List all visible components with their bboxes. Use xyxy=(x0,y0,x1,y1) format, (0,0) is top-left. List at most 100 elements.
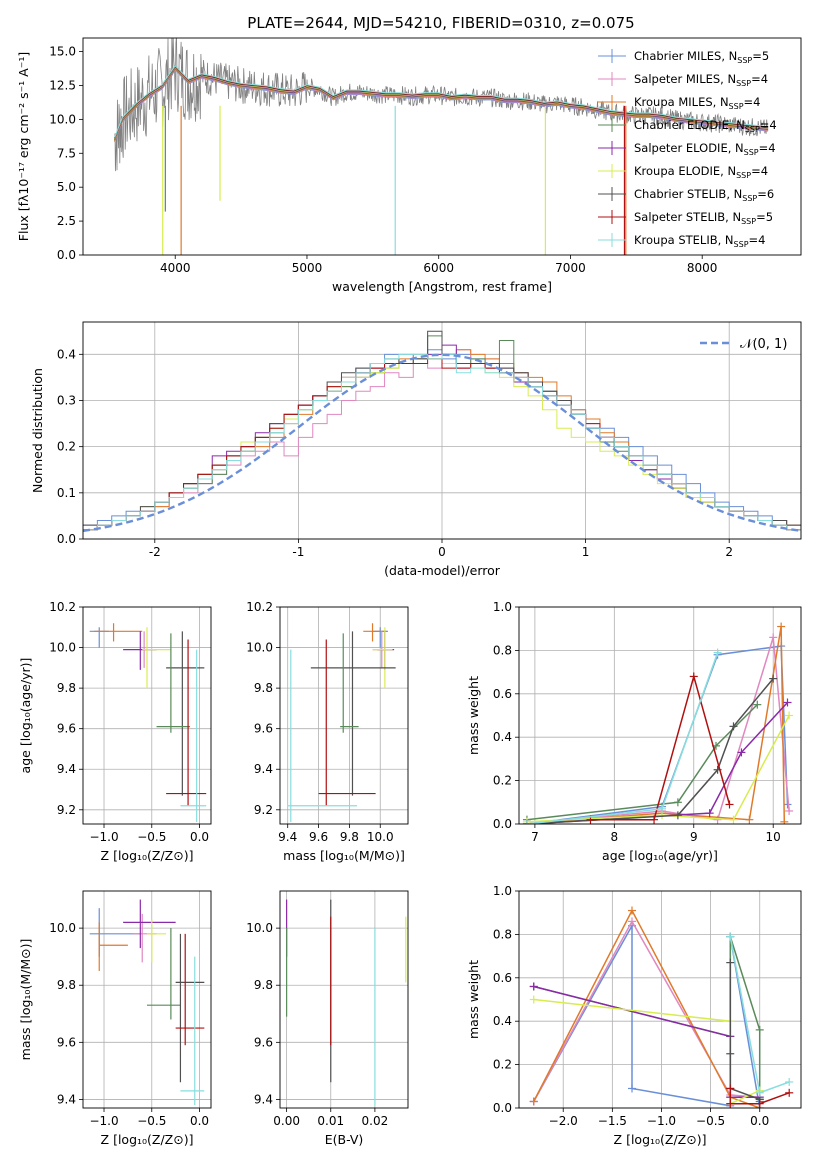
weight-line-kroupa-miles xyxy=(533,908,760,1108)
x-tick-label: -2 xyxy=(149,545,161,559)
x-tick-label: 0.0 xyxy=(190,830,209,844)
legend-label: Kroupa ELODIE, NSSP=4 xyxy=(634,164,768,180)
gaussian-curve xyxy=(83,353,801,533)
x-tick-label: −1.0 xyxy=(89,1114,118,1128)
legend-label-sub: SSP xyxy=(737,56,752,65)
y-axis-label: mass [log₁₀(M/M⊙)] xyxy=(18,939,33,1061)
weight-line-salpeter-miles xyxy=(533,919,760,1102)
y-axis-label: age [log₁₀(age/yr)] xyxy=(18,658,33,774)
y-tick-label: 0.4 xyxy=(493,1014,512,1028)
legend-label: Kroupa MILES, NSSP=4 xyxy=(634,95,760,111)
x-tick-label: 0.0 xyxy=(190,1114,209,1128)
y-tick-label: 0.6 xyxy=(493,971,512,985)
y-tick-label: 9.8 xyxy=(57,978,76,992)
plot-area xyxy=(83,330,801,539)
weight-vs-age-panel: 7 8 9 10 0.0 0.2 0.4 0.6 0.8 1.0 age [log₁₀(age/yr… xyxy=(466,600,802,863)
model-line-kroupa-stelib xyxy=(114,64,769,138)
axes-frame xyxy=(82,606,212,825)
y-tick-label: 0.2 xyxy=(57,440,76,454)
y-tick-label: 0.2 xyxy=(493,774,512,788)
x-tick-label: −0.5 xyxy=(696,1114,725,1128)
legend-label-tail: =4 xyxy=(751,164,768,178)
axes-frame xyxy=(279,890,409,1109)
plot-area xyxy=(114,38,769,255)
x-tick-label: 5000 xyxy=(292,261,323,275)
x-tick-label: 0.0 xyxy=(750,1114,769,1128)
y-tick-label: 0.0 xyxy=(493,817,512,831)
x-axis-label: Z [log₁₀(Z/Z⊙)] xyxy=(614,1132,707,1147)
axes-frame xyxy=(518,890,802,1109)
y-tick-label: 9.4 xyxy=(254,1092,273,1106)
x-tick-label: −1.5 xyxy=(598,1114,627,1128)
y-tick-label: 0.0 xyxy=(493,1101,512,1115)
plot-area xyxy=(89,623,207,822)
y-tick-label: 9.6 xyxy=(254,722,273,736)
y-tick-label: 7.5 xyxy=(57,146,76,160)
plot-area xyxy=(89,899,205,1106)
plot-area xyxy=(522,622,794,824)
axes-frame xyxy=(82,321,802,540)
y-tick-label: 10.0 xyxy=(49,112,76,126)
x-tick-label: 8000 xyxy=(687,261,718,275)
y-tick-label: 10.2 xyxy=(246,600,273,614)
model-line-salpeter-elodie xyxy=(114,66,769,140)
legend-label: Salpeter MILES, NSSP=4 xyxy=(634,72,768,88)
legend: Chabrier MILES, NSSP=5 Salpeter MILES, NS… xyxy=(598,49,777,249)
legend-label-sub: SSP xyxy=(742,194,757,203)
axes-frame xyxy=(279,606,409,825)
legend-gauss-label: 𝒩(0, 1) xyxy=(740,337,787,352)
legend-label-tail: =5 xyxy=(752,49,769,63)
x-axis-label: (data-model)/error xyxy=(384,563,501,578)
plot-area xyxy=(529,906,794,1108)
x-axis-label: wavelength [Angstrom, rest frame] xyxy=(332,279,552,294)
x-tick-label: -1 xyxy=(292,545,304,559)
weight-line-chabrier-miles xyxy=(533,922,761,1108)
legend-label: Chabrier STELIB, NSSP=6 xyxy=(634,187,774,203)
legend-label-tail: =4 xyxy=(751,72,768,86)
x-tick-label: 9 xyxy=(690,830,698,844)
x-tick-label: 9.8 xyxy=(340,830,359,844)
y-axis-label: mass weight xyxy=(466,676,481,755)
weight-line-kroupa-stelib xyxy=(526,652,719,824)
y-tick-label: 2.5 xyxy=(57,214,76,228)
plot-area xyxy=(287,623,396,822)
y-tick-label: 0.8 xyxy=(493,643,512,657)
legend-label-tail: =4 xyxy=(749,233,766,247)
x-tick-label: 9.6 xyxy=(309,830,328,844)
legend-label-sub: SSP xyxy=(736,79,751,88)
weight-line-salpeter-miles xyxy=(526,637,790,824)
legend-label-tail: =4 xyxy=(759,141,776,155)
y-tick-label: 9.2 xyxy=(254,803,273,817)
axes-frame xyxy=(82,37,802,256)
figure-title: PLATE=2644, MJD=54210, FIBERID=0310, z=0… xyxy=(247,14,634,32)
x-tick-label: 10 xyxy=(766,830,781,844)
age-vs-mass-panel: 9.4 9.6 9.8 10.0 9.2 9.4 9.6 9.8 10.0 10.2 mass [l… xyxy=(246,600,409,863)
y-tick-label: 9.4 xyxy=(57,762,76,776)
y-tick-label: 9.8 xyxy=(254,978,273,992)
legend-label-sub: SSP xyxy=(729,102,744,111)
y-tick-label: 5.0 xyxy=(57,180,76,194)
x-axis-label: mass [log₁₀(M/M⊙)] xyxy=(283,848,405,863)
weight-line-salpeter-stelib xyxy=(729,1088,790,1105)
legend-label: Chabrier MILES, NSSP=5 xyxy=(634,49,769,65)
weight-vs-metallicity-panel: −2.0 −1.5 −1.0 −0.5 0.0 0.0 0.2 0.4 0.6 0.8 1.0 Z [… xyxy=(466,884,802,1147)
x-tick-label: 0 xyxy=(438,545,446,559)
x-tick-label: 0.00 xyxy=(273,1114,300,1128)
y-tick-label: 0.4 xyxy=(493,730,512,744)
hist-step-kroupa-stelib xyxy=(83,353,801,539)
legend-label: Chabrier ELODIE, NSSP=4 xyxy=(634,118,777,134)
x-tick-label: −1.0 xyxy=(89,830,118,844)
y-tick-label: 0.3 xyxy=(57,393,76,407)
y-tick-label: 1.0 xyxy=(493,884,512,898)
y-tick-label: 1.0 xyxy=(493,600,512,614)
x-tick-label: −1.0 xyxy=(647,1114,676,1128)
y-tick-label: 9.4 xyxy=(254,762,273,776)
legend-label: Salpeter STELIB, NSSP=5 xyxy=(634,210,773,226)
legend-label-tail: =4 xyxy=(744,95,761,109)
x-tick-label: 0.01 xyxy=(317,1114,344,1128)
y-tick-label: 9.6 xyxy=(254,1035,273,1049)
axes-frame xyxy=(518,606,802,825)
weight-line-chabrier-miles xyxy=(526,645,789,824)
x-tick-label: 4000 xyxy=(160,261,191,275)
